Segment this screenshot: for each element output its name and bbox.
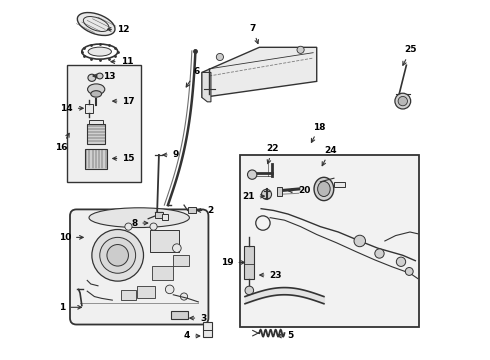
Circle shape xyxy=(405,267,413,275)
Circle shape xyxy=(216,53,223,60)
Text: 21: 21 xyxy=(242,192,264,201)
Text: 5: 5 xyxy=(278,332,294,341)
Text: 4: 4 xyxy=(184,332,200,341)
Circle shape xyxy=(375,249,384,258)
Ellipse shape xyxy=(91,91,101,97)
Ellipse shape xyxy=(88,74,96,81)
Text: 3: 3 xyxy=(190,314,206,323)
Text: 17: 17 xyxy=(113,96,135,105)
Bar xyxy=(334,182,344,187)
Text: 16: 16 xyxy=(55,133,69,152)
Text: 18: 18 xyxy=(312,123,326,142)
Bar xyxy=(188,207,196,213)
Circle shape xyxy=(172,244,181,252)
Bar xyxy=(87,125,105,144)
Circle shape xyxy=(396,257,406,266)
Bar xyxy=(150,230,179,252)
Bar xyxy=(203,322,212,337)
Circle shape xyxy=(100,237,136,273)
Text: 1: 1 xyxy=(59,303,81,312)
Bar xyxy=(240,155,419,327)
Circle shape xyxy=(395,93,411,109)
Circle shape xyxy=(398,96,408,106)
Ellipse shape xyxy=(314,177,334,201)
Bar xyxy=(85,149,107,168)
Circle shape xyxy=(166,285,174,294)
Ellipse shape xyxy=(88,47,111,56)
Text: 7: 7 xyxy=(249,24,258,44)
Text: 9: 9 xyxy=(163,150,179,159)
Ellipse shape xyxy=(88,84,105,95)
Circle shape xyxy=(125,223,132,230)
Text: 23: 23 xyxy=(260,270,282,279)
Bar xyxy=(122,290,136,300)
Circle shape xyxy=(247,170,257,179)
Bar xyxy=(68,65,141,182)
Text: 11: 11 xyxy=(111,57,133,66)
Text: 24: 24 xyxy=(322,146,337,166)
Ellipse shape xyxy=(97,73,103,79)
Text: 2: 2 xyxy=(197,206,214,215)
Bar xyxy=(137,286,155,298)
Text: 12: 12 xyxy=(107,25,129,34)
Ellipse shape xyxy=(89,208,190,228)
Text: 14: 14 xyxy=(60,104,83,113)
Circle shape xyxy=(180,293,188,300)
Bar xyxy=(152,266,173,280)
Bar xyxy=(277,187,282,196)
Bar xyxy=(89,120,103,125)
Text: 10: 10 xyxy=(59,233,83,242)
Text: 19: 19 xyxy=(221,258,245,267)
Bar xyxy=(172,311,188,319)
Polygon shape xyxy=(202,72,211,102)
Circle shape xyxy=(107,244,128,266)
Text: 13: 13 xyxy=(93,72,115,81)
Text: 20: 20 xyxy=(289,186,311,195)
Bar xyxy=(245,246,254,279)
Text: 22: 22 xyxy=(267,144,279,164)
Bar xyxy=(173,255,190,266)
Bar xyxy=(85,104,93,113)
FancyBboxPatch shape xyxy=(70,210,208,324)
Text: 6: 6 xyxy=(186,67,199,87)
Polygon shape xyxy=(202,47,317,98)
Bar xyxy=(155,212,163,219)
Text: 15: 15 xyxy=(113,154,135,163)
Circle shape xyxy=(354,235,366,247)
Bar xyxy=(162,215,168,220)
Ellipse shape xyxy=(318,181,330,197)
Ellipse shape xyxy=(77,13,115,36)
Circle shape xyxy=(262,189,271,199)
Text: 25: 25 xyxy=(403,45,417,65)
Circle shape xyxy=(245,286,254,295)
Circle shape xyxy=(92,229,144,281)
Text: 8: 8 xyxy=(131,219,148,228)
Circle shape xyxy=(297,46,304,53)
Circle shape xyxy=(150,223,157,230)
